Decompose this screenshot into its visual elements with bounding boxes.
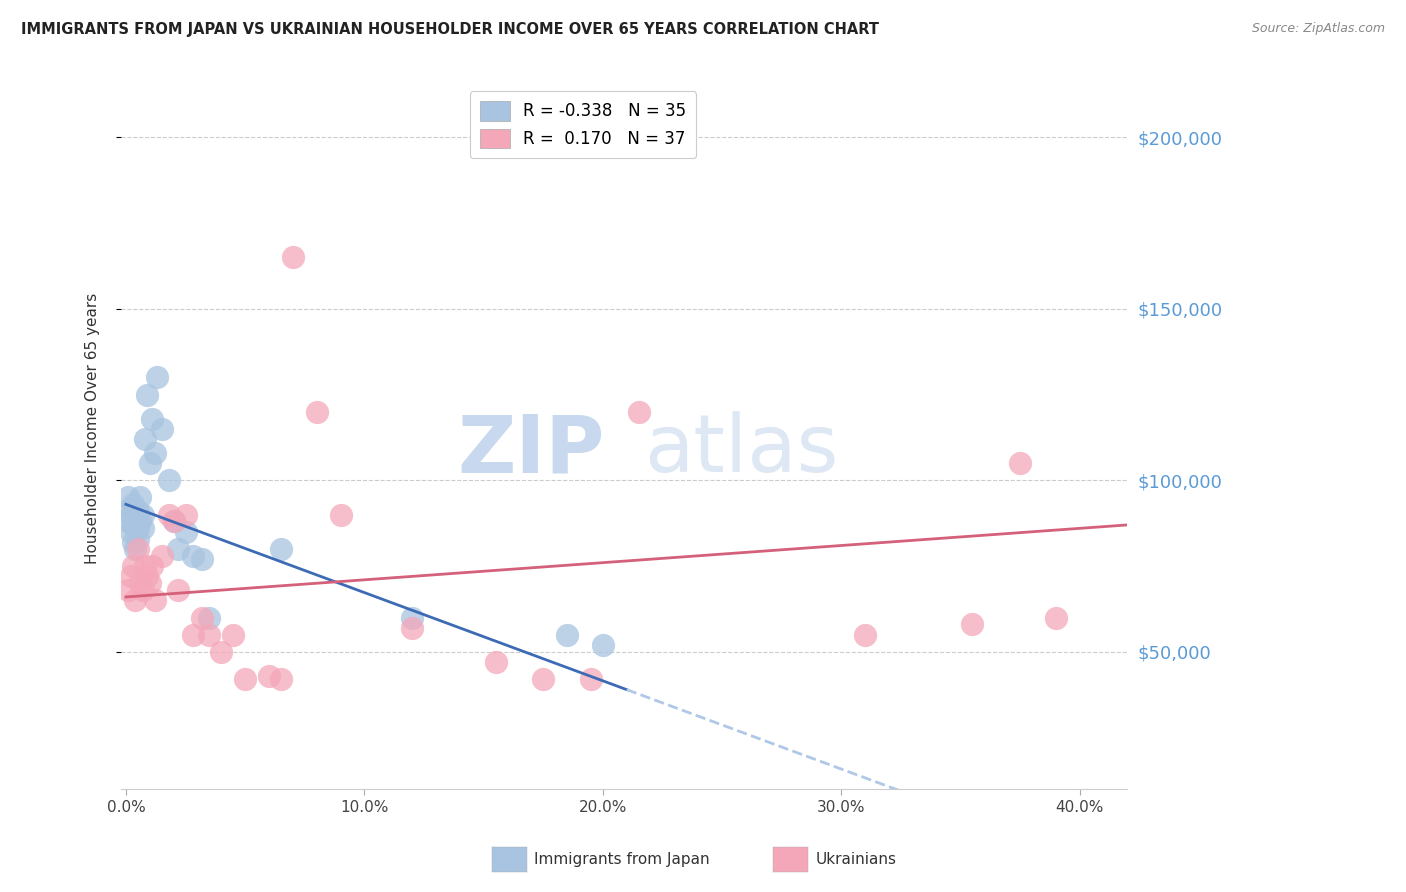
Point xyxy=(131,508,153,522)
Text: Source: ZipAtlas.com: Source: ZipAtlas.com xyxy=(1251,22,1385,36)
Y-axis label: Householder Income Over 65 years: Householder Income Over 65 years xyxy=(86,293,100,565)
Point xyxy=(129,576,152,591)
Point xyxy=(962,617,984,632)
Point xyxy=(127,521,149,535)
Point xyxy=(174,508,197,522)
Point xyxy=(136,569,159,583)
Point xyxy=(198,610,221,624)
Point xyxy=(127,532,149,546)
Text: ZIP: ZIP xyxy=(457,411,605,490)
Point xyxy=(157,473,180,487)
Point xyxy=(124,541,146,556)
Point xyxy=(162,515,184,529)
Point xyxy=(129,491,152,505)
Point xyxy=(127,504,149,518)
Point xyxy=(117,583,139,598)
Point xyxy=(531,673,554,687)
Point xyxy=(191,552,214,566)
Point xyxy=(124,515,146,529)
Point xyxy=(209,645,232,659)
Text: IMMIGRANTS FROM JAPAN VS UKRAINIAN HOUSEHOLDER INCOME OVER 65 YEARS CORRELATION : IMMIGRANTS FROM JAPAN VS UKRAINIAN HOUSE… xyxy=(21,22,879,37)
Point xyxy=(401,610,423,624)
Point xyxy=(1045,610,1067,624)
Point xyxy=(136,387,159,401)
Point xyxy=(157,508,180,522)
Point xyxy=(122,517,145,532)
Point xyxy=(484,655,506,669)
Point xyxy=(120,569,142,583)
Point xyxy=(198,628,221,642)
Point xyxy=(139,456,162,470)
Point xyxy=(117,491,139,505)
Text: Immigrants from Japan: Immigrants from Japan xyxy=(534,853,710,867)
Point xyxy=(141,411,163,425)
Point xyxy=(627,405,650,419)
Point xyxy=(122,535,145,549)
Point xyxy=(305,405,328,419)
Point xyxy=(143,446,166,460)
Point xyxy=(162,515,184,529)
Text: atlas: atlas xyxy=(644,411,839,490)
Point xyxy=(191,610,214,624)
Point xyxy=(124,593,146,607)
Point xyxy=(1010,456,1032,470)
Point xyxy=(555,628,578,642)
Point xyxy=(222,628,245,642)
Point xyxy=(134,559,156,574)
Point xyxy=(579,673,602,687)
Point xyxy=(257,669,280,683)
Point xyxy=(270,673,292,687)
Point xyxy=(122,497,145,511)
Text: Ukrainians: Ukrainians xyxy=(815,853,897,867)
Point xyxy=(117,515,139,529)
Point xyxy=(181,549,204,563)
Point xyxy=(233,673,256,687)
Point xyxy=(127,541,149,556)
Point xyxy=(150,549,173,563)
Point xyxy=(592,638,614,652)
Point xyxy=(131,583,153,598)
Point xyxy=(401,621,423,635)
Point xyxy=(120,508,142,522)
Point xyxy=(853,628,876,642)
Legend: R = -0.338   N = 35, R =  0.170   N = 37: R = -0.338 N = 35, R = 0.170 N = 37 xyxy=(470,91,696,158)
Point xyxy=(167,541,190,556)
Point xyxy=(143,593,166,607)
Point xyxy=(120,500,142,515)
Point xyxy=(167,583,190,598)
Point xyxy=(131,521,153,535)
Point xyxy=(141,559,163,574)
Point xyxy=(146,370,169,384)
Point xyxy=(181,628,204,642)
Point xyxy=(174,524,197,539)
Point xyxy=(329,508,352,522)
Point xyxy=(150,422,173,436)
Point xyxy=(134,432,156,446)
Point xyxy=(129,515,152,529)
Point xyxy=(281,250,304,264)
Point xyxy=(122,559,145,574)
Point xyxy=(120,524,142,539)
Point xyxy=(139,576,162,591)
Point xyxy=(270,541,292,556)
